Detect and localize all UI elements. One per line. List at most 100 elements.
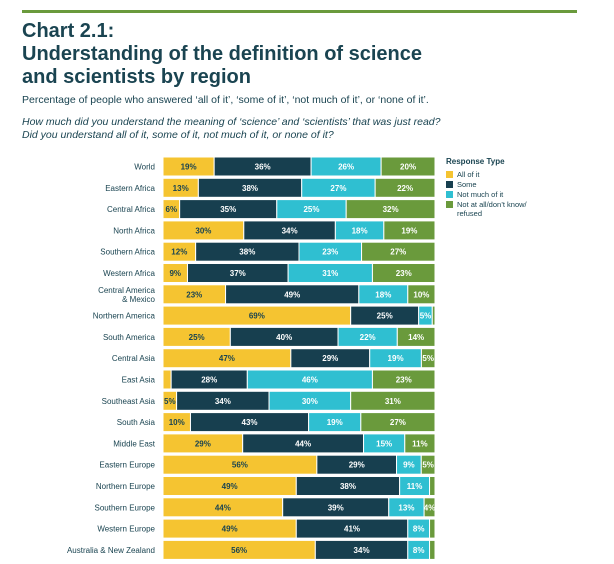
legend-label-not-much: Not much of it bbox=[457, 190, 504, 199]
bar-segment bbox=[429, 518, 436, 539]
category-label: East Asia bbox=[122, 376, 156, 385]
data-label: 20% bbox=[400, 163, 416, 172]
bar-segment bbox=[350, 390, 436, 411]
data-label: 14% bbox=[408, 333, 424, 342]
data-label: 19% bbox=[401, 226, 417, 235]
data-label: 49% bbox=[284, 290, 300, 299]
bar-segment bbox=[407, 284, 436, 305]
data-label: 27% bbox=[390, 248, 406, 257]
data-label: 11% bbox=[407, 482, 423, 491]
data-label: 5% bbox=[420, 312, 432, 321]
data-label: 34% bbox=[282, 226, 298, 235]
data-label: 26% bbox=[338, 163, 354, 172]
data-label: 5% bbox=[164, 397, 176, 406]
data-label: 41% bbox=[344, 525, 360, 534]
title-line-2: and scientists by region bbox=[22, 66, 251, 88]
data-label: 44% bbox=[215, 503, 231, 512]
data-label: 22% bbox=[397, 184, 413, 193]
data-label: 12% bbox=[171, 248, 187, 257]
data-label: 23% bbox=[396, 269, 412, 278]
data-label: 40% bbox=[276, 333, 292, 342]
data-label: 18% bbox=[352, 226, 368, 235]
data-label: 25% bbox=[303, 205, 319, 214]
page-title: Chart 2.1: Understanding of the definiti… bbox=[22, 20, 582, 89]
data-label: 28% bbox=[201, 376, 217, 385]
question-line-1: How much did you understand the meaning … bbox=[22, 116, 441, 128]
legend-item-all: All of it bbox=[446, 170, 566, 179]
data-label: 29% bbox=[195, 439, 211, 448]
category-label: Australia & New Zealand bbox=[67, 546, 155, 555]
data-label: 31% bbox=[322, 269, 338, 278]
data-label: 4% bbox=[424, 503, 436, 512]
data-label: 13% bbox=[173, 184, 189, 193]
category-label: Southern Europe bbox=[95, 503, 156, 512]
bar-segment bbox=[420, 454, 436, 475]
bar-segment bbox=[404, 433, 436, 454]
category-label: Western Africa bbox=[103, 269, 155, 278]
bar-segment bbox=[383, 220, 436, 241]
data-label: 56% bbox=[232, 461, 248, 470]
data-label: 46% bbox=[302, 376, 318, 385]
data-label: 19% bbox=[327, 418, 343, 427]
data-label: 30% bbox=[302, 397, 318, 406]
title-line-1: Understanding of the definition of scien… bbox=[22, 43, 423, 65]
bar-segment bbox=[396, 326, 436, 347]
data-label: 5% bbox=[422, 461, 434, 470]
data-label: 34% bbox=[215, 397, 231, 406]
legend-item-none: Not at all/don’t know/ refused bbox=[446, 200, 566, 218]
data-label: 36% bbox=[255, 163, 271, 172]
data-label: 8% bbox=[413, 546, 425, 555]
data-label: 23% bbox=[186, 290, 202, 299]
bar-segment bbox=[429, 476, 436, 496]
data-label: 32% bbox=[383, 205, 399, 214]
question-line-2: Did you understand all of it, some of it… bbox=[22, 129, 334, 141]
data-label: 15% bbox=[376, 439, 392, 448]
data-label: 29% bbox=[349, 461, 365, 470]
bar-segment bbox=[374, 177, 436, 198]
legend-title: Response Type bbox=[446, 157, 505, 166]
bar-segment bbox=[423, 497, 436, 518]
category-label: Southern Africa bbox=[100, 248, 155, 257]
category-label: Central Asia bbox=[112, 354, 156, 363]
legend-label-some: Some bbox=[457, 180, 477, 189]
legend-item-some: Some bbox=[446, 180, 566, 189]
category-label: Eastern Europe bbox=[99, 461, 155, 470]
data-label: 56% bbox=[231, 546, 247, 555]
category-label: South Asia bbox=[117, 418, 156, 427]
data-label: 9% bbox=[403, 461, 415, 470]
bar-segment bbox=[431, 305, 436, 326]
data-label: 38% bbox=[242, 184, 258, 193]
data-label: 19% bbox=[388, 354, 404, 363]
legend-label-none: Not at all/don’t know/ refused bbox=[457, 200, 527, 218]
chart-number: Chart 2.1: bbox=[22, 20, 115, 42]
data-label: 38% bbox=[239, 248, 255, 257]
category-label: Southeast Asia bbox=[102, 397, 156, 406]
bar-segment bbox=[371, 369, 436, 390]
legend-swatch-not-much bbox=[446, 191, 453, 198]
category-label: Northern America bbox=[93, 312, 156, 321]
data-label: 18% bbox=[375, 290, 391, 299]
data-label: 27% bbox=[390, 418, 406, 427]
bar-segment bbox=[361, 241, 436, 262]
data-label: 43% bbox=[242, 418, 258, 427]
data-label: 5% bbox=[422, 354, 434, 363]
data-label: 30% bbox=[195, 226, 211, 235]
chart-legend: Response Type All of it Some Not much of… bbox=[446, 157, 566, 219]
category-label: World bbox=[134, 163, 155, 172]
data-label: 34% bbox=[354, 546, 370, 555]
data-label: 69% bbox=[249, 312, 265, 321]
data-label: 10% bbox=[169, 418, 185, 427]
data-label: 8% bbox=[413, 525, 425, 534]
bar-segment bbox=[429, 539, 436, 560]
category-label: South America bbox=[103, 333, 156, 342]
bar-segment bbox=[380, 156, 436, 177]
data-label: 22% bbox=[360, 333, 376, 342]
category-label: Northern Europe bbox=[96, 482, 156, 491]
data-label: 27% bbox=[330, 184, 346, 193]
bar-segment bbox=[371, 263, 436, 283]
data-label: 25% bbox=[377, 312, 393, 321]
data-label: 31% bbox=[385, 397, 401, 406]
data-label: 23% bbox=[322, 248, 338, 257]
bar-segment bbox=[360, 412, 436, 433]
chart-subtitle: Percentage of people who answered ‘all o… bbox=[22, 94, 429, 106]
